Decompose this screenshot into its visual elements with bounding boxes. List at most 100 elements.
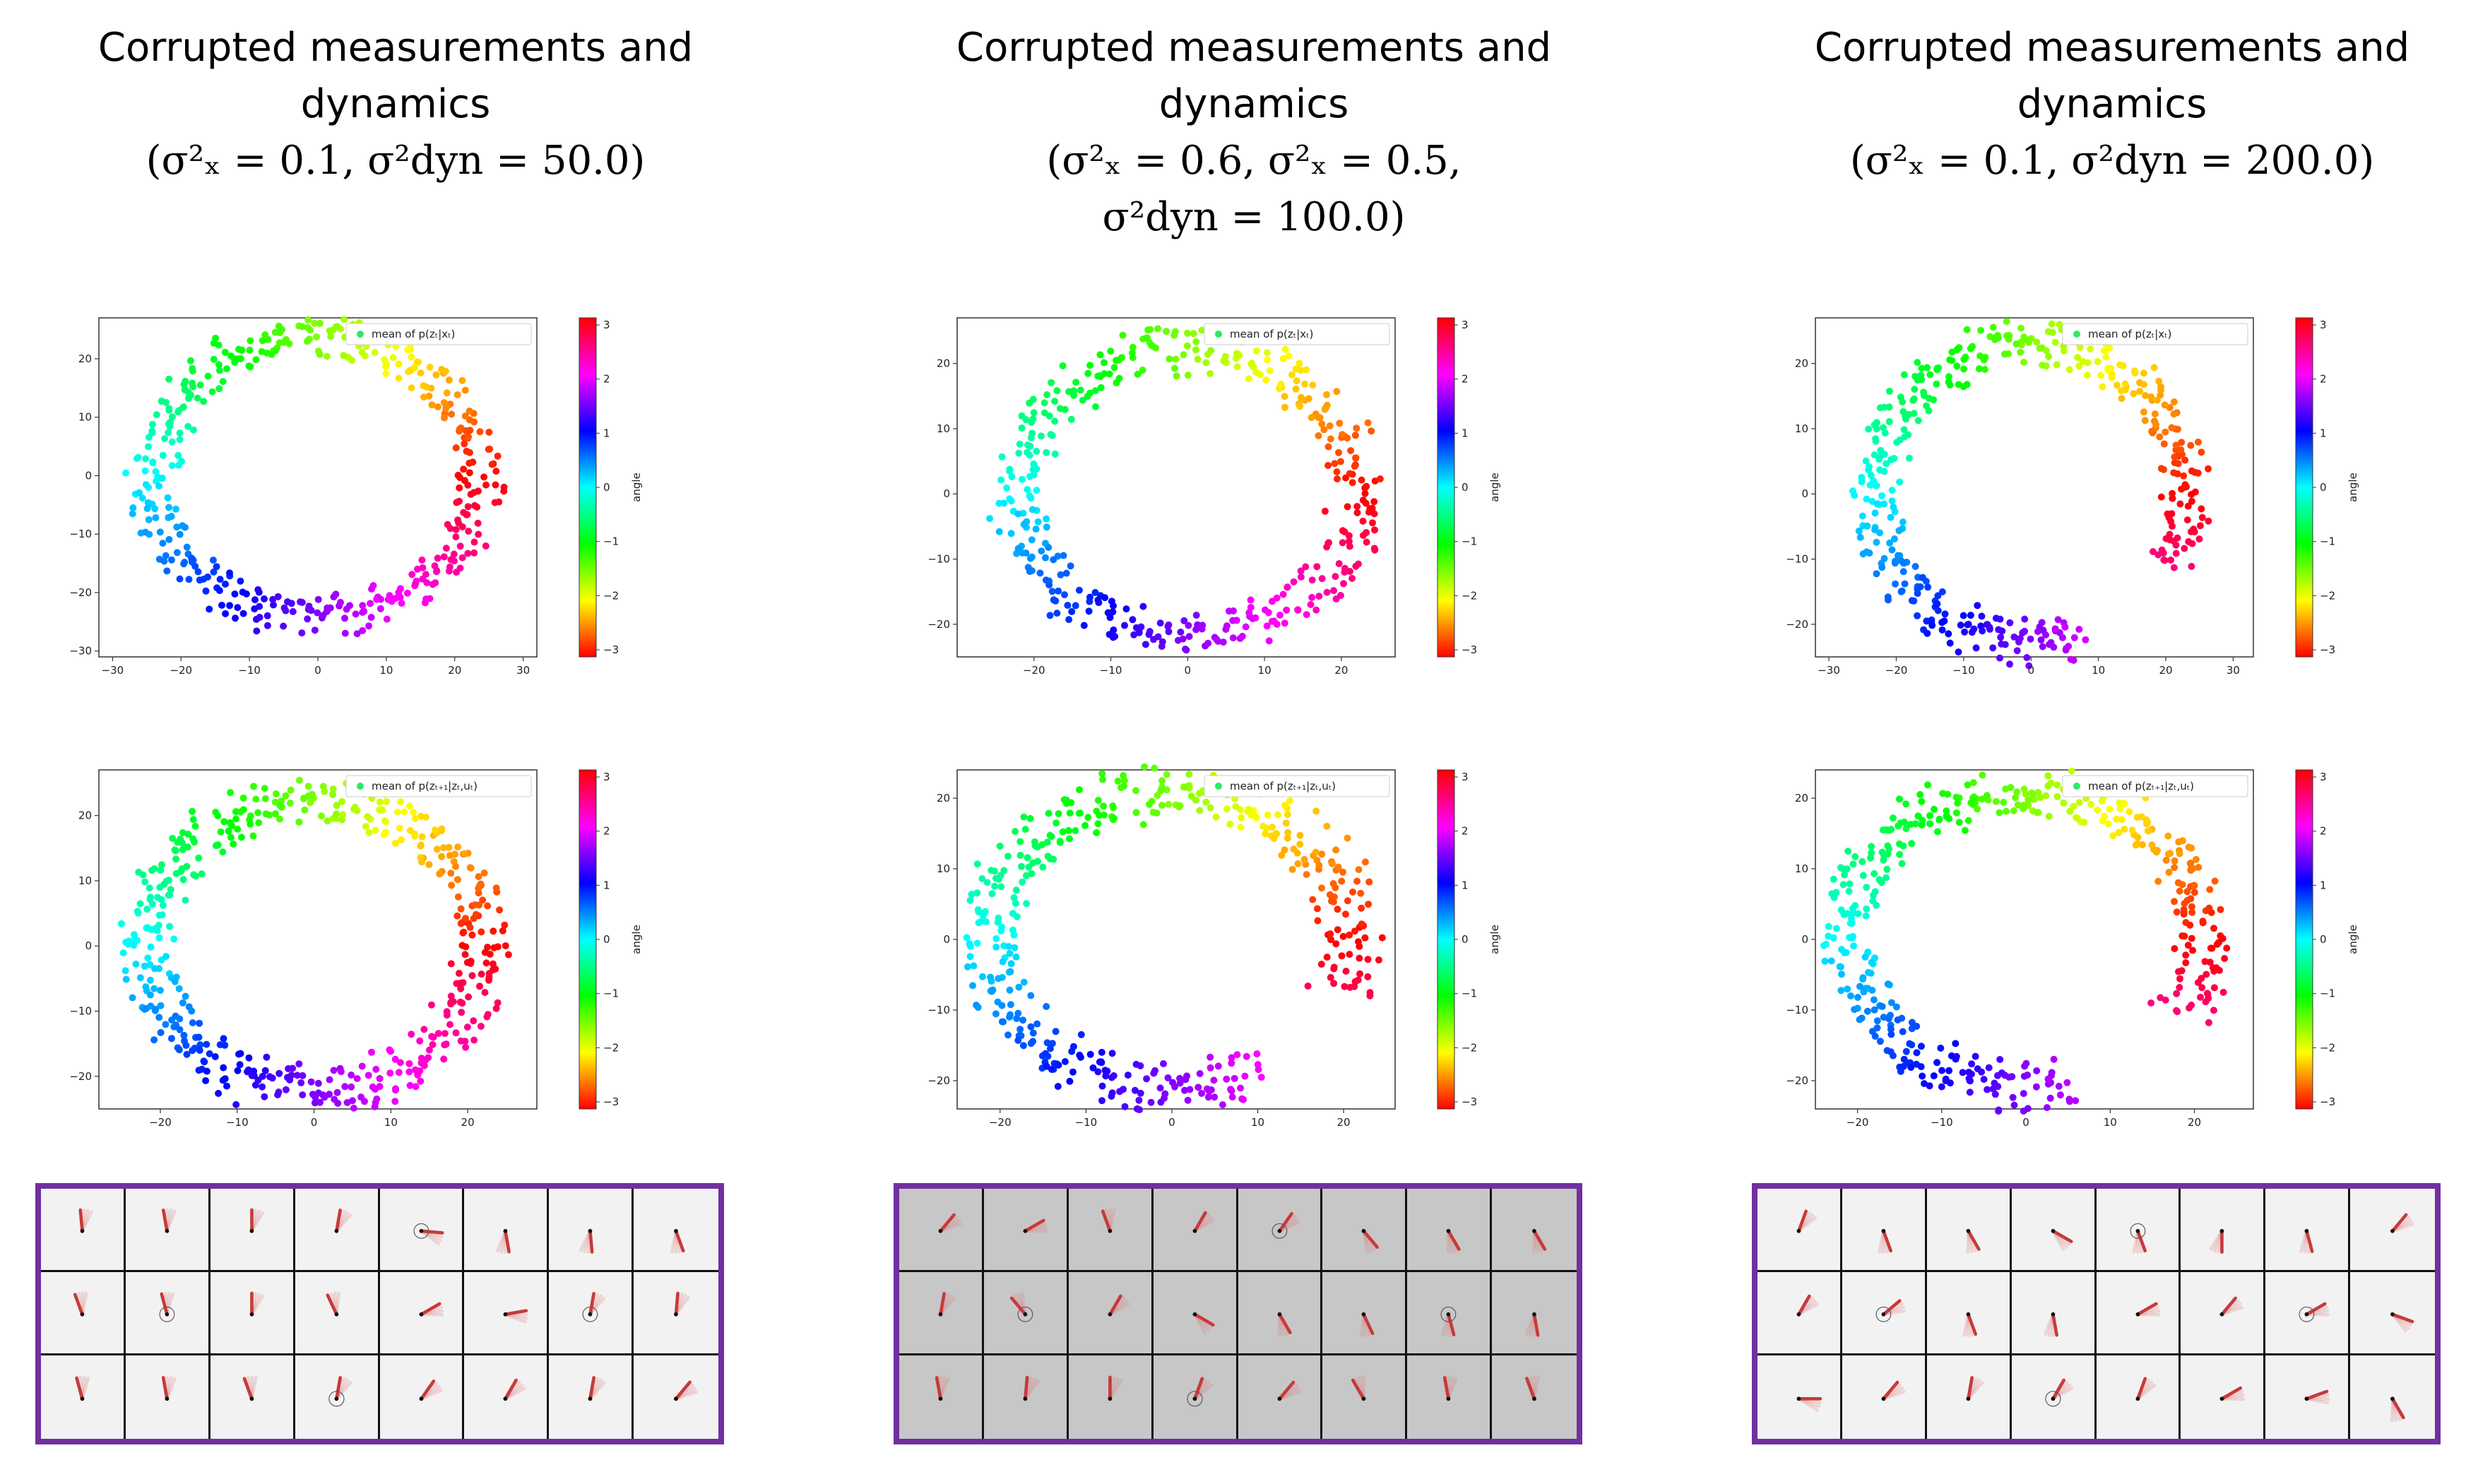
data-point	[1945, 1067, 1953, 1074]
data-point	[1151, 1067, 1159, 1074]
data-point	[1129, 616, 1137, 624]
data-point	[348, 1083, 355, 1091]
data-point	[259, 1083, 266, 1091]
data-point	[2055, 1082, 2063, 1090]
data-point	[1339, 932, 1347, 940]
data-point	[196, 576, 203, 584]
data-point	[2221, 955, 2229, 962]
data-point	[1172, 355, 1180, 363]
colorbar	[1437, 317, 1455, 658]
data-point	[282, 336, 290, 343]
data-point	[2161, 401, 2169, 409]
data-point	[476, 983, 483, 990]
pendulum-pivot	[1192, 1312, 1197, 1317]
data-point	[2076, 344, 2084, 351]
data-point	[179, 845, 186, 853]
data-point	[452, 1029, 460, 1037]
data-point	[411, 832, 419, 840]
data-point	[314, 1079, 322, 1087]
data-point	[1228, 1093, 1236, 1101]
data-point	[175, 985, 183, 992]
data-point	[1109, 608, 1117, 616]
data-point	[119, 949, 127, 956]
data-point	[1895, 527, 1903, 535]
x-tick-label: 0	[1168, 1116, 1175, 1129]
data-point	[429, 581, 437, 588]
pendulum-frame	[1492, 1272, 1577, 1355]
data-point	[1137, 1089, 1144, 1097]
data-point	[1053, 819, 1060, 827]
data-point	[1051, 450, 1059, 458]
data-point	[1231, 1074, 1238, 1082]
data-point	[1057, 571, 1065, 578]
data-point	[1945, 373, 1952, 381]
data-point	[1339, 539, 1346, 547]
pendulum-ghost	[81, 1210, 93, 1233]
data-point	[492, 1004, 500, 1012]
data-point	[442, 545, 450, 552]
data-point	[1053, 610, 1061, 617]
data-point	[1006, 468, 1014, 475]
data-point	[143, 906, 151, 913]
data-point	[1355, 938, 1362, 946]
data-point	[1038, 547, 1045, 555]
data-point	[1969, 779, 1977, 786]
data-point	[458, 1009, 466, 1016]
data-point	[1983, 792, 1991, 800]
pendulum-ghost	[1108, 1209, 1116, 1233]
pendulum-frame	[295, 1189, 380, 1272]
y-tick-label: −20	[69, 1070, 92, 1083]
data-point	[1301, 380, 1309, 388]
data-point	[2017, 324, 2025, 332]
data-point	[231, 590, 239, 598]
data-point	[1018, 424, 1026, 432]
pendulum-ghost	[1192, 1383, 1213, 1401]
data-point	[329, 785, 337, 793]
colorbar-tick-label: 3	[2320, 319, 2327, 331]
data-point	[1132, 787, 1139, 795]
data-point	[1871, 421, 1878, 429]
data-point	[2152, 421, 2160, 429]
data-point	[1919, 817, 1926, 824]
data-point	[141, 878, 149, 886]
data-point	[1223, 1075, 1231, 1083]
data-point	[434, 403, 441, 410]
data-point	[1959, 1069, 1967, 1076]
data-point	[1883, 865, 1891, 873]
legend-marker	[2073, 783, 2080, 790]
data-point	[1365, 878, 1373, 886]
data-point	[1047, 431, 1055, 439]
data-point	[1030, 409, 1038, 417]
data-point	[1182, 646, 1189, 653]
data-point	[2032, 1083, 2040, 1091]
pendulum-rod	[588, 1292, 596, 1317]
data-point	[992, 935, 1000, 942]
data-point	[1885, 403, 1893, 411]
data-point	[314, 595, 322, 603]
colorbar-tick-label: 2	[2320, 373, 2327, 386]
pendulum-frame	[1153, 1355, 1238, 1439]
data-point	[1842, 949, 1850, 956]
y-tick-label: 10	[78, 874, 92, 887]
data-point	[376, 1075, 384, 1082]
pendulum-pivot	[2390, 1228, 2395, 1233]
data-point	[147, 894, 154, 901]
data-point	[1282, 819, 1290, 827]
data-point	[141, 962, 148, 970]
data-point	[490, 927, 497, 935]
data-point	[1241, 1072, 1249, 1080]
data-point	[405, 368, 413, 376]
data-point	[2130, 390, 2138, 398]
pendulum-svg	[1962, 1312, 1977, 1337]
data-point	[1228, 1059, 1235, 1067]
data-point	[1907, 1064, 1915, 1072]
data-point	[278, 803, 285, 811]
pendulum-frame	[1322, 1272, 1408, 1355]
data-point	[1024, 486, 1031, 493]
data-point	[1928, 622, 1936, 629]
data-point	[1050, 855, 1057, 863]
colorbar-tick-label: 1	[603, 879, 610, 891]
data-point	[180, 560, 188, 568]
data-point	[1914, 612, 1921, 619]
data-point	[1198, 625, 1206, 633]
